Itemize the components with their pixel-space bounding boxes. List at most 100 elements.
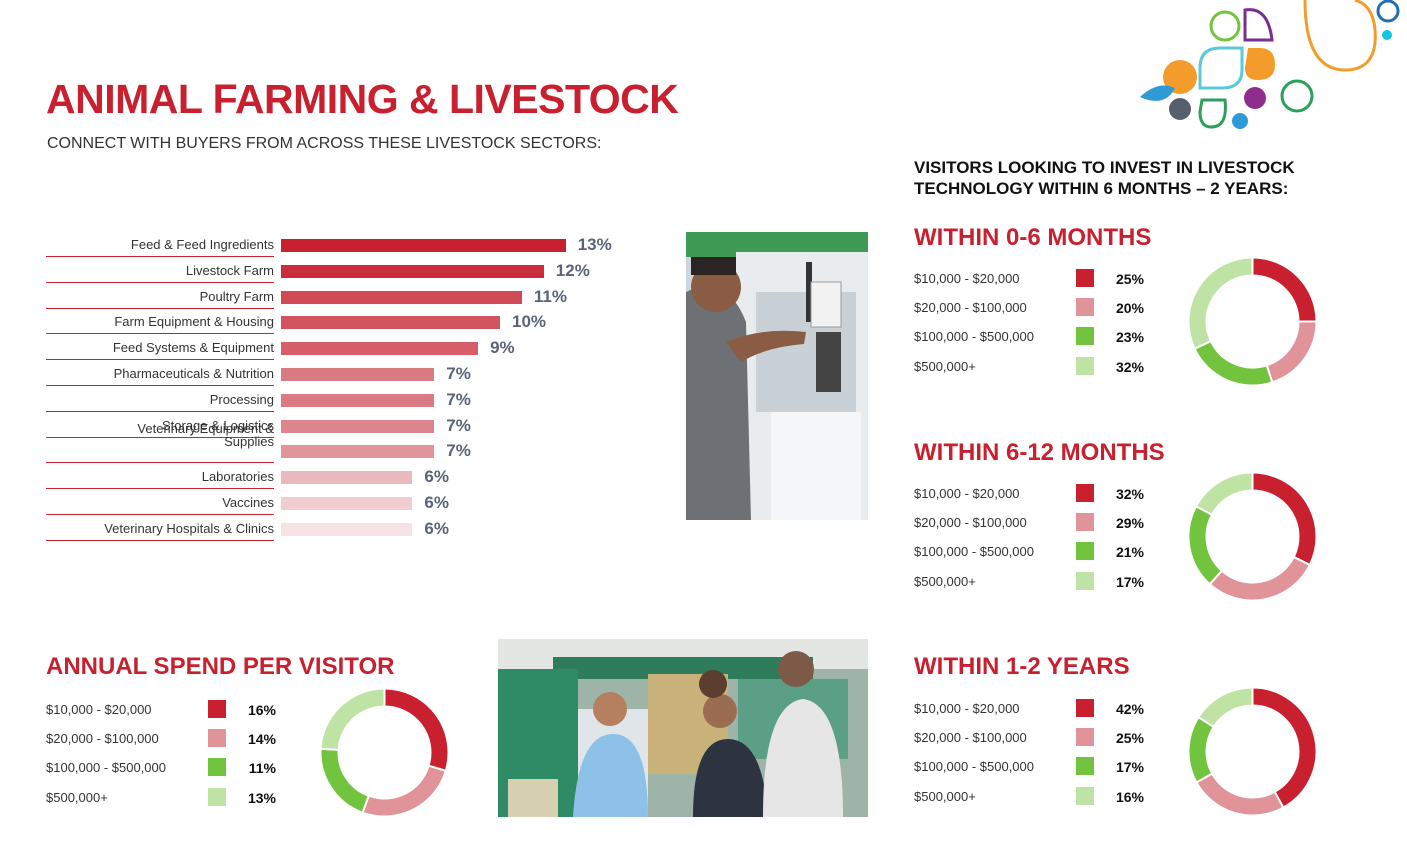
bar-label-underline — [46, 385, 274, 386]
bar-category-label-line: Feed & Feed Ingredients — [130, 237, 274, 252]
bar — [281, 393, 435, 407]
legend-swatch — [1076, 484, 1094, 502]
legend-swatch — [1076, 513, 1094, 532]
bar-label-underline — [46, 307, 274, 309]
bar-row: Vaccines 6% — [46, 488, 646, 515]
legend-swatch — [1076, 298, 1094, 317]
legend-value: 32% — [1115, 486, 1144, 502]
donut-slice — [1187, 715, 1216, 784]
legend-label: $100,000 - $500,000 — [914, 544, 1034, 560]
annual-spend-donut — [319, 687, 450, 818]
within-6-12-months-heading: WITHIN 6-12 MONTHS — [914, 439, 1165, 466]
legend-label: $10,000 - $20,000 — [914, 701, 1020, 716]
bar-value-label: 6% — [424, 467, 449, 487]
legend-row: $10,000 - $20,000 42% — [914, 699, 1154, 719]
legend-value: 17% — [1115, 573, 1144, 590]
bar-row: Poultry Farm 11% — [46, 282, 646, 309]
legend-value: 42% — [1115, 701, 1144, 717]
bar-row: Farm Equipment & Housing 10% — [46, 307, 646, 335]
bar — [281, 445, 435, 459]
legend-row: $500,000+ 16% — [914, 786, 1154, 807]
bar — [281, 522, 413, 536]
legend-label: $100,000 - $500,000 — [914, 329, 1034, 345]
legend-label: $10,000 - $20,000 — [46, 702, 152, 717]
donut-slice — [1265, 320, 1318, 384]
bar-value-label: 6% — [424, 518, 449, 538]
donut-slice — [1251, 686, 1318, 809]
bar-category-label-line: Supplies — [224, 434, 274, 450]
legend-swatch — [1076, 571, 1094, 590]
bar-label-underline — [46, 488, 274, 490]
bar — [281, 316, 500, 330]
bar — [281, 264, 544, 278]
bar-row: Veterinary Hospitals & Clinics 6% — [46, 514, 646, 541]
donut-slice — [1193, 339, 1274, 387]
legend-label: $10,000 - $20,000 — [914, 486, 1020, 501]
legend-swatch — [208, 787, 226, 806]
legend-value: 17% — [1115, 759, 1144, 776]
bar-category-label-line: Storage & Logistics — [161, 417, 274, 433]
donut-slice — [1187, 504, 1224, 586]
legend-label: $20,000 - $100,000 — [46, 731, 159, 747]
bar-value-label: 9% — [490, 338, 515, 358]
bar-label-underline — [46, 410, 274, 412]
bar-label-underline — [46, 359, 274, 361]
legend-swatch — [1076, 728, 1094, 747]
bar — [281, 471, 413, 485]
bar-value-label: 13% — [577, 235, 612, 254]
bar-category-label: Processing — [46, 393, 274, 406]
bar — [281, 419, 435, 433]
page-subtitle: CONNECT WITH BUYERS FROM ACROSS THESE LI… — [47, 135, 602, 152]
legend-value: 21% — [1115, 544, 1144, 561]
bar — [281, 290, 522, 304]
bar-value-label: 6% — [424, 493, 449, 512]
bar-category-label: Feed & Feed Ingredients — [46, 238, 274, 251]
legend-label: $100,000 - $500,000 — [46, 760, 166, 776]
bar-row: Laboratories 6% — [46, 462, 646, 490]
invest-title-line-1: VISITORS LOOKING TO INVEST IN LIVESTOCK — [914, 158, 1295, 177]
bar-row: Feed Systems & Equipment 9% — [46, 333, 646, 361]
bar-label-underline — [46, 462, 274, 464]
legend-value: 23% — [1115, 329, 1144, 346]
legend-swatch — [1076, 327, 1094, 346]
legend-value: 14% — [247, 731, 276, 748]
page-title: ANIMAL FARMING & LIVESTOCK — [46, 76, 679, 122]
bar — [281, 368, 435, 381]
legend-label: $10,000 - $20,000 — [914, 271, 1020, 286]
legend-row: $20,000 - $100,000 29% — [914, 513, 1154, 533]
bar-row: Processing 7% — [46, 385, 646, 412]
bar-category-label-line: Farm Equipment & Housing — [114, 314, 274, 330]
legend-swatch — [1076, 269, 1094, 287]
legend-value: 16% — [1115, 788, 1144, 805]
bar-category-label: Farm Equipment & Housing — [46, 315, 274, 328]
donut-slice — [1251, 471, 1318, 567]
legend-label: $100,000 - $500,000 — [914, 759, 1034, 775]
bar — [281, 342, 479, 356]
bar-category-label-line: Poultry Farm — [199, 288, 274, 304]
exhibition-photo-visitors — [498, 639, 868, 817]
legend-value: 25% — [1115, 730, 1144, 747]
donut-slice — [319, 687, 386, 751]
legend-label: $20,000 - $100,000 — [914, 730, 1027, 746]
legend-row: $100,000 - $500,000 23% — [914, 327, 1154, 347]
legend-label: $500,000+ — [914, 358, 976, 374]
legend-value: 11% — [248, 760, 276, 777]
bar-category-label-line: Pharmaceuticals & Nutrition — [113, 366, 274, 381]
bar-value-label: 7% — [446, 441, 471, 461]
decorative-logo-shapes — [1140, 0, 1400, 129]
bar-category-label-line: Feed Systems & Equipment — [112, 340, 274, 356]
within-0-6-months-donut — [1187, 256, 1318, 387]
bar — [281, 497, 413, 510]
bar-category-label-line: Laboratories — [201, 469, 274, 485]
donut-slice — [319, 747, 371, 814]
bar-category-label: Vaccines — [46, 496, 274, 509]
annual-spend-heading: ANNUAL SPEND PER VISITOR — [46, 653, 395, 680]
legend-row: $20,000 - $100,000 20% — [914, 298, 1154, 318]
bar-row: Pharmaceuticals & Nutrition 7% — [46, 359, 646, 386]
donut-slice — [361, 764, 448, 818]
within-1-2-years-donut — [1187, 686, 1318, 817]
donut-slice — [383, 687, 450, 773]
bar-label-underline — [46, 256, 274, 257]
bar-category-label-line: Veterinary Equipment & — [137, 421, 274, 437]
invest-section-title: VISITORS LOOKING TO INVEST IN LIVESTOCK … — [914, 157, 1295, 199]
